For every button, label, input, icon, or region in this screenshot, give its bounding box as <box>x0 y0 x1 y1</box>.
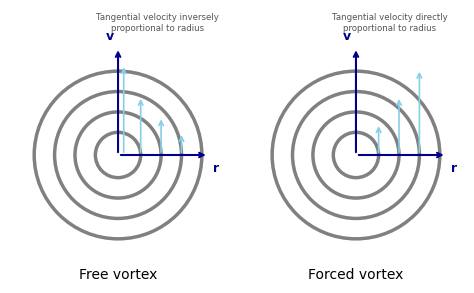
Text: Tangential velocity directly
proportional to radius: Tangential velocity directly proportiona… <box>332 13 448 33</box>
Text: v: v <box>343 30 351 43</box>
Text: r: r <box>451 162 457 175</box>
Text: Free vortex: Free vortex <box>79 268 157 282</box>
Text: Forced vortex: Forced vortex <box>308 268 404 282</box>
Text: Tangential velocity inversely
proportional to radius: Tangential velocity inversely proportion… <box>96 13 219 33</box>
Text: r: r <box>213 162 219 175</box>
Text: v: v <box>105 30 113 43</box>
